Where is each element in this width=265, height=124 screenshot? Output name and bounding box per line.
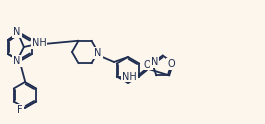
Text: N: N [13,27,21,37]
Text: NH: NH [122,72,137,81]
Text: N: N [94,48,102,58]
Text: O: O [167,59,175,69]
Text: NH: NH [32,38,46,48]
Text: O: O [144,60,152,69]
Text: F: F [17,105,23,115]
Text: N: N [13,56,21,66]
Text: N: N [151,57,158,67]
